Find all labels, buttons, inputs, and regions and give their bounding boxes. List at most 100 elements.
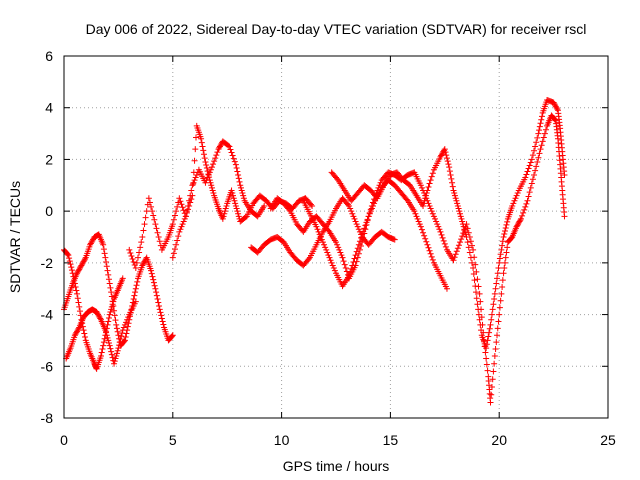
data-point xyxy=(516,218,523,225)
data-point xyxy=(499,238,506,245)
data-point xyxy=(336,246,343,253)
data-point xyxy=(148,203,155,210)
data-point xyxy=(230,155,237,162)
data-point xyxy=(374,187,381,194)
data-point xyxy=(189,182,196,189)
data-point xyxy=(76,308,83,315)
data-point xyxy=(494,270,501,277)
data-point xyxy=(80,258,87,265)
data-point xyxy=(458,215,465,222)
data-point xyxy=(527,159,534,166)
data-point xyxy=(156,238,163,245)
data-point xyxy=(113,352,120,359)
data-point xyxy=(65,252,72,259)
data-point xyxy=(364,217,371,224)
data-point xyxy=(202,179,209,186)
data-point xyxy=(121,338,128,345)
data-point xyxy=(469,259,475,266)
data-point xyxy=(534,134,541,141)
data-point xyxy=(365,213,372,220)
data-point xyxy=(227,146,234,153)
data-point xyxy=(74,268,81,275)
data-point xyxy=(111,360,118,367)
data-point xyxy=(522,174,529,181)
data-point xyxy=(74,290,81,297)
data-point xyxy=(140,261,147,268)
data-point xyxy=(233,165,240,172)
data-point xyxy=(230,192,237,199)
data-point xyxy=(533,139,540,146)
series-track-9 xyxy=(328,96,568,352)
data-point xyxy=(78,262,85,269)
data-point xyxy=(108,306,115,313)
data-point xyxy=(76,303,83,310)
data-point xyxy=(355,226,362,233)
data-point xyxy=(554,106,561,113)
x-tick-label: 25 xyxy=(600,432,616,448)
data-point xyxy=(483,361,490,368)
data-point xyxy=(153,225,160,232)
data-point xyxy=(96,314,103,321)
data-point xyxy=(552,102,559,109)
data-point xyxy=(286,206,293,213)
data-point xyxy=(532,167,539,174)
data-point xyxy=(439,149,446,156)
data-point xyxy=(108,351,115,358)
x-tick-label: 0 xyxy=(60,432,68,448)
data-point xyxy=(319,239,326,246)
data-point xyxy=(102,327,109,334)
data-point xyxy=(130,258,137,265)
data-point xyxy=(353,221,360,228)
data-point xyxy=(487,321,494,328)
data-point xyxy=(329,262,336,269)
data-point xyxy=(159,318,166,325)
data-point xyxy=(169,332,176,339)
data-point xyxy=(231,158,238,165)
data-point xyxy=(501,230,508,237)
data-point xyxy=(526,162,533,169)
data-point xyxy=(531,171,538,178)
data-point xyxy=(331,267,338,274)
data-point xyxy=(467,254,474,261)
data-point xyxy=(81,257,88,264)
data-point xyxy=(462,228,469,235)
chart-title: Day 006 of 2022, Sidereal Day-to-day VTE… xyxy=(86,21,587,37)
data-point xyxy=(127,309,134,316)
data-point xyxy=(129,299,136,306)
data-point xyxy=(425,184,432,191)
data-point xyxy=(524,168,531,175)
data-point xyxy=(437,153,444,160)
data-point xyxy=(223,202,230,209)
data-point xyxy=(454,200,461,207)
data-point xyxy=(428,253,435,260)
data-point xyxy=(133,259,140,266)
data-point xyxy=(104,267,111,274)
data-point xyxy=(193,134,200,141)
data-point xyxy=(327,257,334,264)
data-point xyxy=(528,180,535,187)
data-point xyxy=(105,271,112,278)
data-point xyxy=(234,208,241,215)
data-point xyxy=(521,206,528,213)
data-point xyxy=(450,257,457,264)
data-point xyxy=(348,208,355,215)
data-point xyxy=(501,265,508,272)
data-point xyxy=(482,349,489,356)
data-point xyxy=(89,237,96,244)
y-axis-label: SDTVAR / TECUs xyxy=(7,181,23,293)
data-point xyxy=(106,311,113,318)
data-point xyxy=(242,214,249,221)
data-point xyxy=(154,296,161,303)
data-point xyxy=(427,177,434,184)
data-point xyxy=(415,218,422,225)
data-point xyxy=(125,320,132,327)
data-point xyxy=(322,244,329,251)
data-point xyxy=(207,179,214,186)
data-point xyxy=(515,219,522,226)
data-point xyxy=(354,223,361,230)
tick-labels: -8 -6 -4 -2 0 2 4 6 0 5 10 15 20 25 xyxy=(41,48,616,448)
data-point xyxy=(229,190,236,197)
data-point xyxy=(171,246,178,253)
data-point xyxy=(124,327,131,334)
y-tick-label: -6 xyxy=(41,358,54,374)
